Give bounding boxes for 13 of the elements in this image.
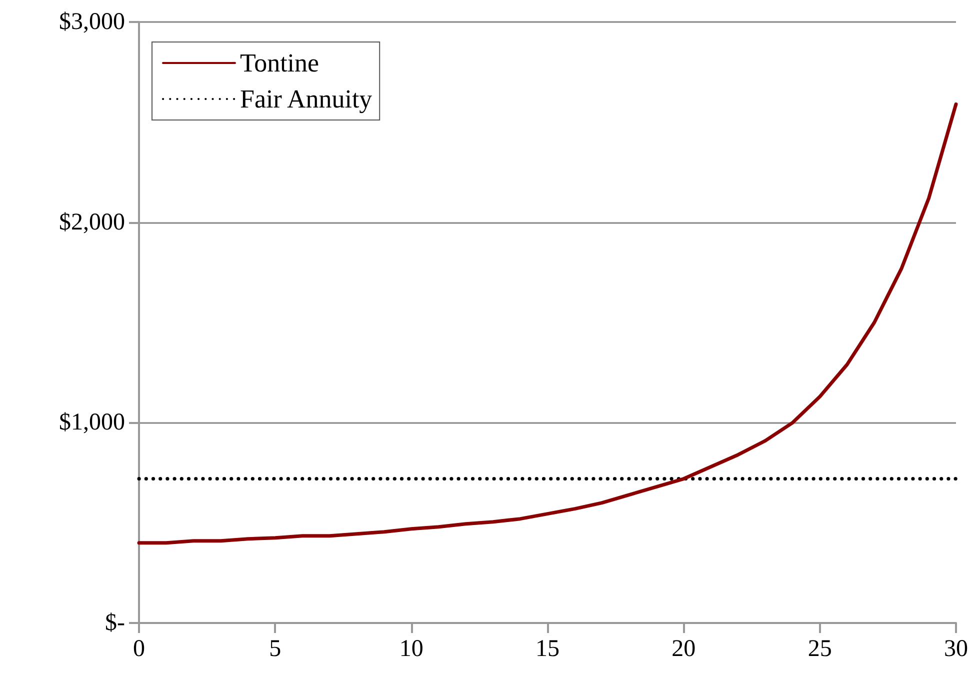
x-tick-label: 20: [672, 636, 696, 662]
x-tick-label: 25: [808, 636, 832, 662]
x-tick-label: 10: [399, 636, 424, 662]
x-tick-label: 15: [536, 636, 560, 662]
x-tick-label: 5: [269, 636, 282, 662]
y-tick-label: $-: [105, 610, 125, 636]
x-tick-label: 0: [133, 636, 145, 662]
legend-label: Tontine: [240, 48, 320, 78]
x-tick-label: 30: [944, 636, 968, 662]
y-tick-label: $1,000: [59, 410, 125, 436]
y-tick-label: $2,000: [59, 209, 125, 236]
y-tick-label: $3,000: [59, 9, 125, 35]
legend-label: Fair Annuity: [240, 84, 372, 114]
